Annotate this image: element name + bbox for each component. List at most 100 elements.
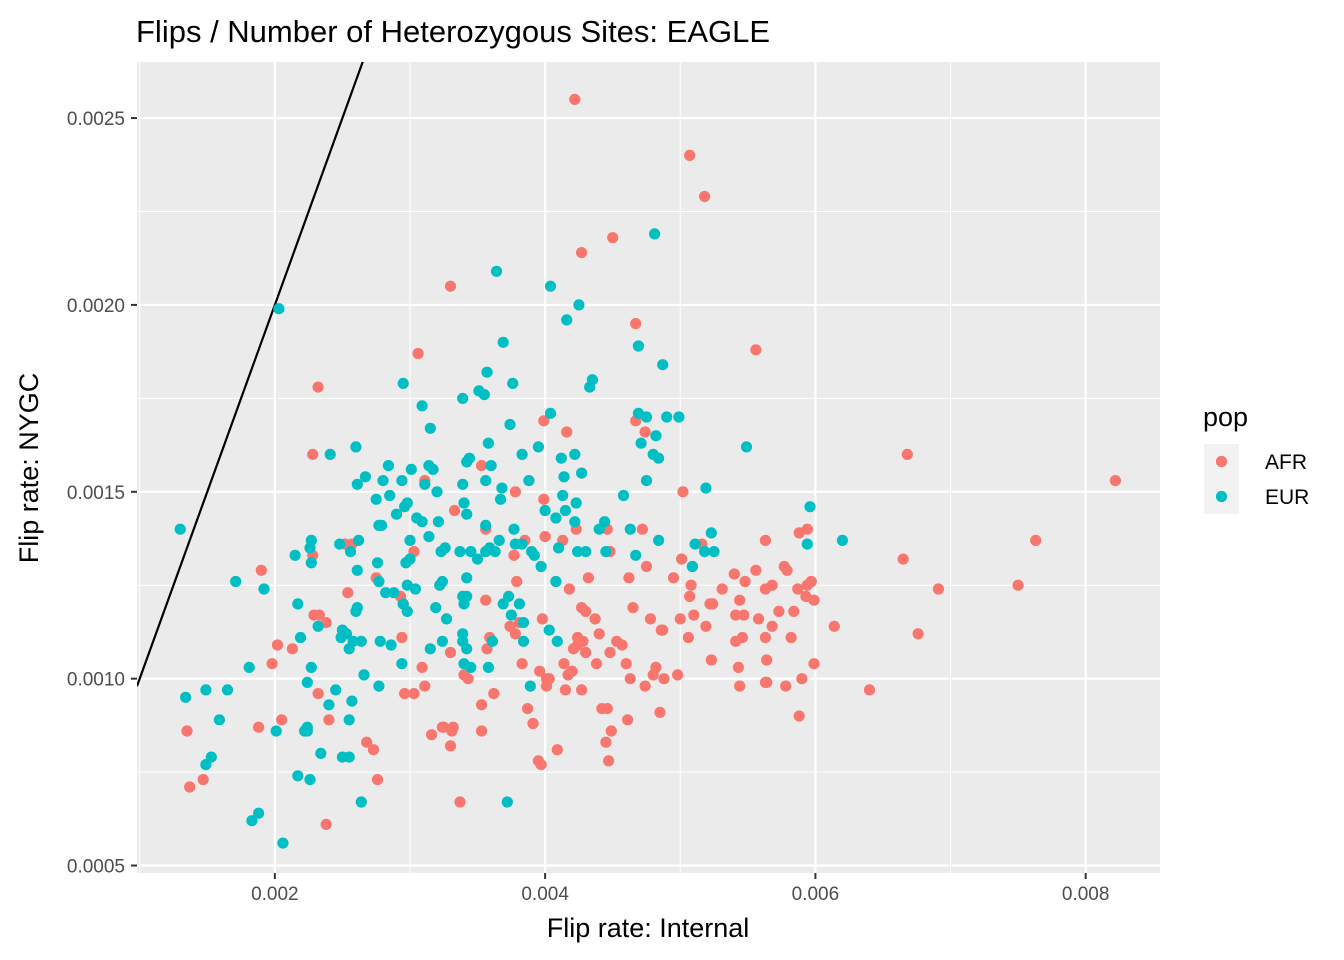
data-point-afr (509, 486, 521, 498)
data-point-eur (270, 725, 282, 737)
data-point-eur (532, 441, 545, 453)
data-point-afr (677, 486, 689, 498)
data-point-eur (482, 661, 494, 674)
data-point-afr (639, 680, 651, 692)
data-point-eur (501, 796, 513, 808)
data-point-eur (385, 639, 397, 651)
data-point-eur (653, 534, 665, 547)
data-point-afr (538, 415, 550, 427)
data-point-afr (655, 624, 667, 636)
data-point-afr (901, 448, 913, 460)
data-point-afr (436, 721, 448, 733)
data-point-eur (528, 549, 540, 561)
data-point-afr (1030, 534, 1042, 547)
data-point-eur (494, 493, 507, 505)
data-point-eur (396, 658, 408, 670)
data-point-eur (569, 448, 581, 460)
data-point-eur (576, 467, 588, 479)
data-point-eur (200, 684, 212, 696)
data-point-afr (738, 609, 750, 621)
data-point-eur (401, 605, 413, 618)
data-point-eur (409, 583, 421, 595)
data-point-eur (580, 546, 592, 558)
plot-panel (137, 62, 1160, 873)
data-point-afr (539, 531, 551, 543)
data-point-afr (276, 714, 288, 726)
data-point-afr (508, 549, 520, 561)
data-point-afr (788, 605, 800, 618)
data-point-afr (623, 572, 635, 584)
data-point-afr (184, 781, 196, 793)
data-point-afr (667, 572, 680, 584)
data-point-afr (253, 721, 265, 733)
data-point-eur (617, 489, 630, 502)
data-point-afr (688, 609, 700, 621)
data-point-eur (457, 392, 469, 404)
data-point-eur (689, 538, 701, 550)
data-point-afr (828, 620, 840, 632)
data-point-afr (444, 280, 457, 292)
data-point-eur (523, 475, 535, 487)
data-point-eur (740, 441, 753, 453)
data-point-eur (359, 471, 371, 483)
data-point-afr (408, 688, 420, 700)
data-point-afr (371, 774, 384, 786)
data-point-eur (405, 463, 417, 475)
data-point-eur (600, 546, 612, 558)
data-point-eur (673, 411, 685, 423)
data-point-eur (355, 635, 367, 647)
data-point-eur (351, 564, 363, 576)
data-point-eur (277, 837, 289, 849)
data-point-afr (600, 736, 612, 748)
data-point-afr (750, 564, 762, 576)
data-point-afr (759, 534, 772, 547)
data-point-eur (700, 482, 712, 494)
data-point-afr (616, 639, 628, 651)
data-point-afr (620, 658, 632, 670)
data-point-eur (458, 497, 470, 509)
data-point-eur (294, 631, 307, 644)
data-point-eur (399, 501, 411, 513)
data-point-eur (353, 534, 365, 547)
data-point-afr (596, 703, 608, 715)
data-point-eur (430, 602, 442, 614)
data-point-afr (607, 232, 619, 244)
data-points (174, 93, 1121, 849)
data-point-afr (576, 247, 588, 259)
data-point-eur (312, 620, 324, 632)
data-point-afr (480, 594, 492, 606)
data-point-afr (658, 673, 670, 685)
data-point-afr (476, 699, 488, 711)
data-point-afr (707, 598, 719, 610)
legend-label-afr: AFR (1265, 451, 1307, 474)
data-point-eur (221, 684, 234, 696)
data-point-afr (636, 523, 649, 535)
data-point-eur (630, 549, 642, 561)
data-point-eur (559, 504, 572, 517)
minor-gridlines (137, 62, 1160, 873)
data-point-eur (370, 493, 382, 505)
data-point-eur (304, 542, 316, 554)
data-point-eur (397, 377, 409, 389)
data-point-afr (509, 628, 521, 640)
data-point-eur (524, 680, 536, 692)
data-point-eur (471, 553, 484, 565)
data-point-eur (258, 583, 270, 595)
data-point-eur (508, 523, 520, 535)
data-point-eur (635, 437, 647, 449)
legend-key-afr (1215, 455, 1228, 468)
data-point-eur (570, 497, 582, 509)
data-point-afr (682, 631, 695, 644)
data-point-afr (685, 579, 697, 591)
y-tick-label: 0.0015 (67, 483, 125, 504)
data-point-eur (461, 572, 473, 584)
data-point-eur (640, 475, 653, 487)
data-point-afr (705, 654, 717, 666)
data-point-eur (558, 471, 570, 483)
data-point-eur (461, 508, 473, 520)
data-point-eur (243, 661, 255, 674)
data-point-eur (355, 796, 367, 808)
series-eur (174, 228, 849, 849)
data-point-eur (373, 519, 385, 532)
